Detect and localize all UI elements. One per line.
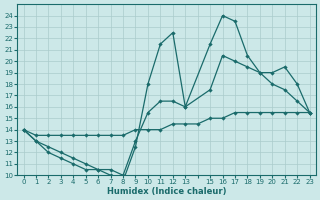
X-axis label: Humidex (Indice chaleur): Humidex (Indice chaleur) [107, 187, 226, 196]
